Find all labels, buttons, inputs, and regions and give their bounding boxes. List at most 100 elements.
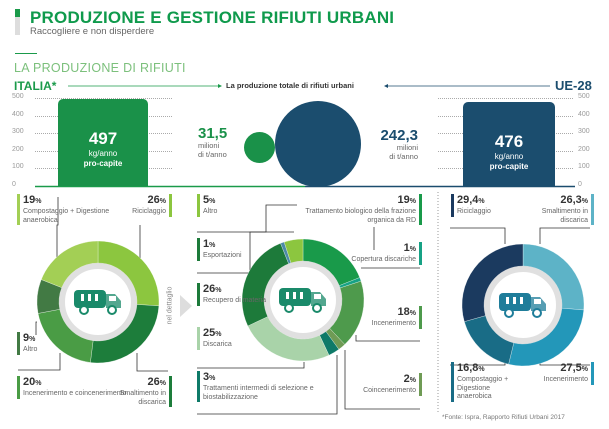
slice-percent: 26,3%: [560, 194, 588, 206]
bubble-italia: [244, 132, 276, 164]
bubble-value: 31,5: [198, 125, 228, 142]
bar-italia: 497 kg/anno pro-capite: [58, 98, 148, 186]
slice-name: Compostaggio + Digestione anaerobica: [23, 208, 110, 224]
slice-label: 26,3% Smaltimento in discarica: [514, 194, 594, 225]
slice-percent: 19%: [397, 194, 416, 206]
bubble-value: 242,3: [380, 127, 418, 144]
y-tick-label: 200: [578, 145, 590, 153]
slice-label: 20% Incenerimento e coincenerimento: [17, 376, 127, 399]
y-tick-label: 0: [12, 181, 16, 188]
slice-name: Incenerimento: [543, 376, 588, 383]
bar-value: 476: [494, 132, 524, 152]
slice-percent: 2%: [403, 373, 416, 385]
slice-percent: 18%: [397, 306, 416, 318]
slice-label: 18% Incenerimento: [342, 306, 422, 329]
side-label: nel dettaglio: [166, 286, 174, 325]
slice-label: 5% Altro: [197, 194, 277, 217]
slice-name: Riciclaggio: [132, 208, 166, 215]
slice-name: Compostaggio + Digestione anaerobica: [457, 376, 509, 400]
slice-label: 26% Riciclaggio: [92, 194, 172, 217]
slice-percent: 16,8%: [457, 362, 485, 374]
y-tick-label: 500: [578, 93, 590, 100]
slice-percent: 26%: [203, 283, 222, 295]
slice-name: Smaltimento in discarica: [119, 390, 166, 406]
slice-percent: 26%: [147, 194, 166, 206]
slice-percent: 9%: [23, 332, 36, 344]
slice-name: Incenerimento e coincenerimento: [23, 390, 127, 397]
slice-label: 2% Coincenerimento: [342, 373, 422, 396]
slice-percent: 5%: [203, 194, 216, 206]
bubble-label-italia: 31,5 milioni di t/anno: [198, 126, 227, 159]
truck-icon: [279, 288, 326, 313]
slice-percent: 19%: [23, 194, 42, 206]
page-title: PRODUZIONE E GESTIONE RIFIUTI URBANI: [30, 8, 395, 27]
gridline: [35, 98, 172, 99]
region-italia: ITALIA*: [14, 79, 57, 93]
region-ue28: UE-28: [555, 78, 592, 93]
bubble-unit: di t/anno: [389, 151, 418, 161]
truck-icon: [499, 293, 546, 318]
slice-name: Copertura discariche: [351, 256, 416, 263]
slice-label: 3% Trattamenti intermedi di selezione e b…: [197, 371, 337, 402]
donut-slice: [41, 240, 99, 288]
slice-percent: 20%: [23, 376, 42, 388]
y-tick-label: 0: [578, 181, 582, 188]
slice-name: Smaltimento in discarica: [541, 208, 588, 224]
slice-name: Incenerimento: [371, 320, 416, 327]
slice-label: 16,8% Compostaggio + Digestione anaerobic…: [451, 362, 521, 402]
y-tick-label: 100: [12, 163, 24, 171]
slice-label: 29,4% Riciclaggio: [451, 194, 531, 217]
y-tick-label: 400: [578, 110, 590, 118]
bar-unit: kg/anno: [88, 148, 118, 158]
slice-percent: 25%: [203, 327, 222, 339]
slice-percent: 1%: [203, 238, 216, 250]
slice-label: 26% Recupero di materia: [197, 283, 267, 306]
y-tick-label: 200: [12, 145, 24, 153]
bubble-unit: di t/anno: [198, 149, 227, 159]
slice-label: 1% Copertura discariche: [342, 242, 422, 265]
slice-name: Trattamento biologico della frazione org…: [305, 208, 416, 224]
page-subtitle: Raccogliere e non disperdere: [30, 26, 155, 37]
bar-value: 497: [88, 128, 118, 148]
slice-percent: 26%: [147, 376, 166, 388]
bubble-label-ue28: 242,3 milioni di t/anno: [368, 128, 418, 161]
chevron-right-icon: [180, 295, 192, 317]
donut-slice: [461, 243, 524, 322]
bar-unit: kg/anno: [494, 152, 524, 162]
bubble-unit: milioni: [396, 143, 418, 152]
leader-lines: [18, 197, 590, 415]
bubble-unit: milioni: [198, 141, 220, 150]
center-caption: La produzione totale di rifiuti urbani: [226, 81, 354, 90]
section-title: LA PRODUZIONE DI RIFIUTI: [14, 61, 186, 75]
slice-name: Altro: [203, 208, 218, 215]
y-tick-label: 500: [12, 93, 24, 100]
y-tick-label: 300: [578, 128, 590, 136]
slice-percent: 1%: [403, 242, 416, 254]
gridline: [438, 98, 573, 99]
slice-label: 9% Altro: [17, 332, 77, 355]
slice-label: 26% Smaltimento in discarica: [92, 376, 172, 407]
slice-label: 1% Esportazioni: [197, 238, 277, 261]
slice-name: Esportazioni: [203, 252, 242, 259]
slice-name: Recupero di materia: [203, 297, 267, 304]
section-divider: [15, 53, 37, 54]
slice-name: Altro: [23, 346, 38, 353]
slice-label: 19% Trattamento biologico della frazione …: [302, 194, 422, 225]
bubble-ue28: [275, 101, 361, 187]
bar-ue28: 476 kg/anno pro-capite: [463, 102, 555, 186]
y-tick-label: 400: [12, 110, 24, 118]
arrow-left: [384, 84, 550, 88]
header-accent: [15, 9, 20, 35]
truck-icon: [74, 290, 121, 315]
slice-percent: 27,5%: [560, 362, 588, 374]
slice-name: Riciclaggio: [457, 208, 491, 215]
slice-name: Coincenerimento: [363, 387, 416, 394]
bar-note: pro-capite: [83, 158, 123, 168]
footnote: *Fonte: Ispra, Rapporto Rifiuti Urbani 2…: [442, 414, 565, 421]
arrow-right: [68, 84, 222, 88]
y-tick-label: 100: [578, 163, 590, 171]
slice-label: 19% Compostaggio + Digestione anaerobica: [17, 194, 127, 225]
donut-slice: [283, 238, 304, 264]
slice-percent: 3%: [203, 371, 216, 383]
